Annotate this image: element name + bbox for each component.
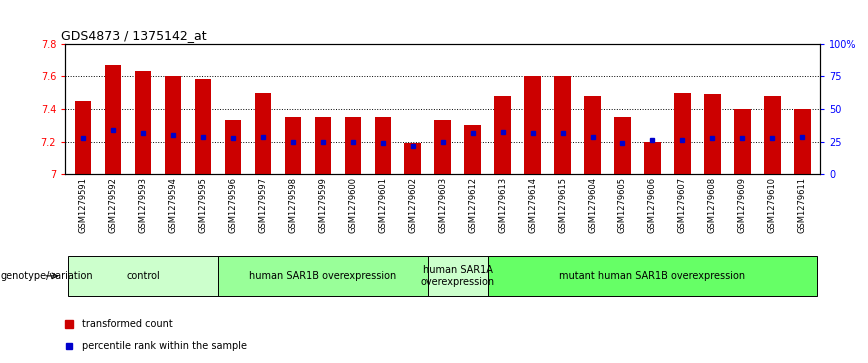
- Bar: [524, 76, 541, 174]
- Text: mutant human SAR1B overexpression: mutant human SAR1B overexpression: [559, 271, 746, 281]
- Bar: [68, 256, 218, 296]
- Bar: [764, 96, 780, 174]
- Bar: [254, 93, 271, 174]
- Bar: [285, 117, 301, 174]
- Bar: [734, 109, 751, 174]
- Bar: [165, 76, 181, 174]
- Bar: [194, 79, 211, 174]
- Bar: [615, 117, 631, 174]
- Text: human SAR1A
overexpression: human SAR1A overexpression: [421, 265, 495, 287]
- Bar: [345, 117, 361, 174]
- Bar: [674, 93, 691, 174]
- Bar: [794, 109, 811, 174]
- Bar: [464, 125, 481, 174]
- Text: GDS4873 / 1375142_at: GDS4873 / 1375142_at: [62, 29, 207, 42]
- Bar: [135, 72, 151, 174]
- Bar: [428, 256, 488, 296]
- Bar: [105, 65, 122, 174]
- Bar: [488, 256, 818, 296]
- Text: genotype/variation: genotype/variation: [1, 271, 94, 281]
- Bar: [435, 121, 450, 174]
- Text: control: control: [126, 271, 160, 281]
- Bar: [225, 121, 241, 174]
- Bar: [374, 117, 391, 174]
- Bar: [218, 256, 428, 296]
- Text: transformed count: transformed count: [82, 319, 174, 329]
- Text: percentile rank within the sample: percentile rank within the sample: [82, 341, 247, 351]
- Bar: [584, 96, 601, 174]
- Bar: [644, 142, 661, 174]
- Bar: [704, 94, 720, 174]
- Bar: [404, 143, 421, 174]
- Text: human SAR1B overexpression: human SAR1B overexpression: [249, 271, 397, 281]
- Bar: [555, 76, 571, 174]
- Bar: [314, 117, 331, 174]
- Bar: [75, 101, 91, 174]
- Bar: [495, 96, 511, 174]
